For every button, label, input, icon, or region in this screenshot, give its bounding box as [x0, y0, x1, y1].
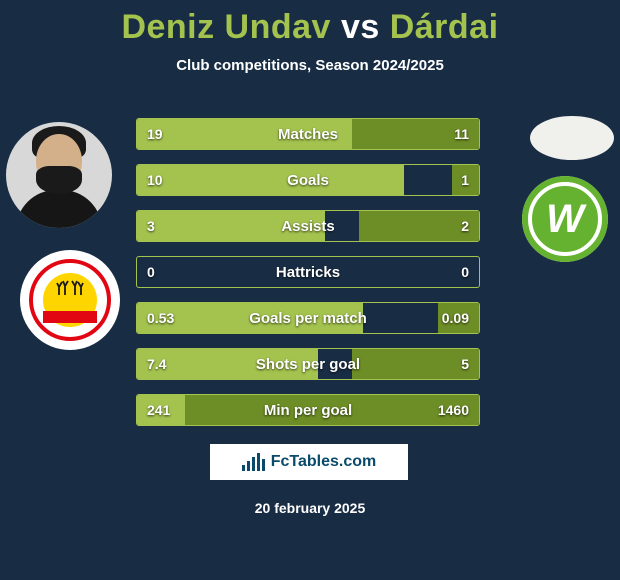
club2-badge: W [522, 176, 608, 262]
stat-row: 0Hattricks0 [136, 256, 480, 288]
stat-label: Matches [137, 119, 479, 149]
stat-value-right: 0.09 [442, 303, 469, 333]
stat-value-right: 1 [461, 165, 469, 195]
vfb-band-icon [43, 311, 97, 323]
stat-row: 10Goals1 [136, 164, 480, 196]
stat-row: 3Assists2 [136, 210, 480, 242]
bar-icon-segment [257, 453, 260, 471]
stat-value-right: 11 [454, 119, 469, 149]
stat-value-right: 1460 [438, 395, 469, 425]
vfb-inner-icon [43, 273, 97, 327]
wolfsburg-w-icon: W [546, 199, 584, 239]
bar-icon-segment [242, 465, 245, 471]
vfb-ring-icon [29, 259, 111, 341]
bar-icon-segment [247, 461, 250, 471]
player2-name: Dárdai [390, 8, 499, 46]
subtitle: Club competitions, Season 2024/2025 [0, 57, 620, 74]
stat-value-right: 5 [461, 349, 469, 379]
fctables-bars-icon [242, 453, 265, 471]
stat-value-right: 2 [461, 211, 469, 241]
stat-label: Hattricks [137, 257, 479, 287]
fctables-text: FcTables.com [271, 453, 377, 471]
stat-label: Min per goal [137, 395, 479, 425]
wolfsburg-ring-icon: W [522, 176, 608, 262]
club1-badge [20, 250, 120, 350]
bar-icon-segment [262, 459, 265, 471]
stat-row: 0.53Goals per match0.09 [136, 302, 480, 334]
stats-chart: 19Matches1110Goals13Assists20Hattricks00… [136, 118, 480, 440]
stat-label: Shots per goal [137, 349, 479, 379]
player1-shoulders [16, 190, 102, 228]
stat-row: 7.4Shots per goal5 [136, 348, 480, 380]
stat-label: Goals per match [137, 303, 479, 333]
stag-icon [55, 279, 85, 303]
stat-row: 19Matches11 [136, 118, 480, 150]
stat-label: Assists [137, 211, 479, 241]
bar-icon-segment [252, 457, 255, 471]
stat-row: 241Min per goal1460 [136, 394, 480, 426]
player1-beard [36, 166, 82, 194]
stat-value-right: 0 [461, 257, 469, 287]
fctables-brand[interactable]: FcTables.com [210, 444, 408, 480]
player1-photo [6, 122, 112, 228]
stat-label: Goals [137, 165, 479, 195]
vs-text: vs [341, 8, 380, 46]
page-title: Deniz Undav vs Dárdai [0, 0, 620, 47]
player1-name: Deniz Undav [121, 8, 331, 46]
date-text: 20 february 2025 [0, 500, 620, 516]
player2-photo-placeholder [530, 116, 614, 160]
